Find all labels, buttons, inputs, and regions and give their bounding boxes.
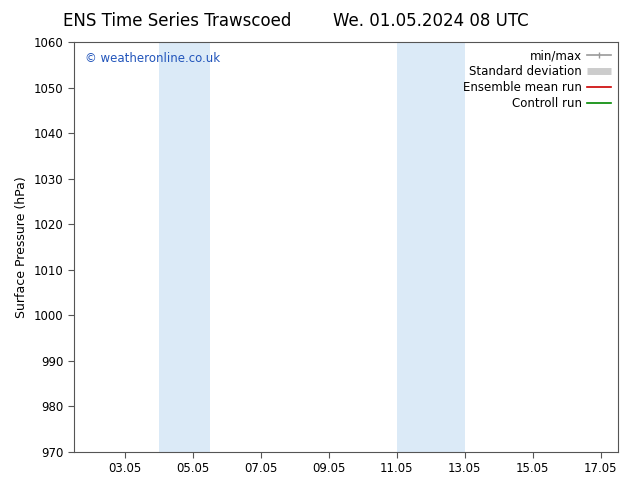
- Text: We. 01.05.2024 08 UTC: We. 01.05.2024 08 UTC: [333, 12, 529, 30]
- Text: © weatheronline.co.uk: © weatheronline.co.uk: [84, 52, 220, 65]
- Bar: [158, 42, 210, 452]
- Y-axis label: Surface Pressure (hPa): Surface Pressure (hPa): [15, 176, 28, 318]
- Bar: [397, 42, 465, 452]
- Text: ENS Time Series Trawscoed: ENS Time Series Trawscoed: [63, 12, 292, 30]
- Legend: min/max, Standard deviation, Ensemble mean run, Controll run: min/max, Standard deviation, Ensemble me…: [458, 45, 615, 115]
